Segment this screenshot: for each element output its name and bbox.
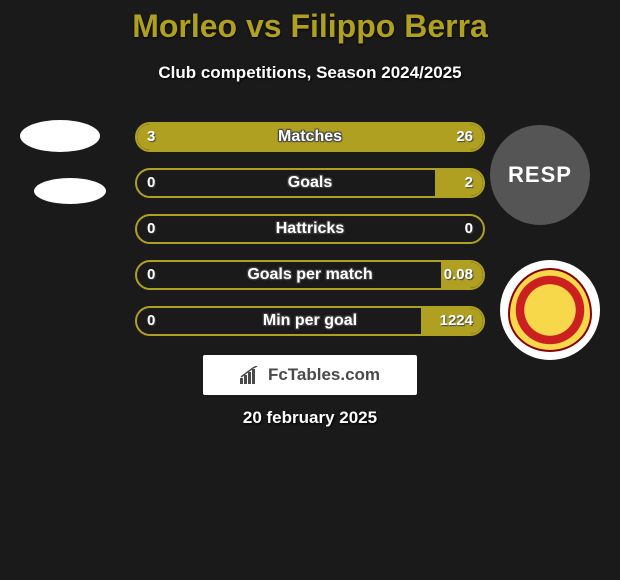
stats-bars: 326Matches 02Goals 00Hattricks 00.08Goals p… [135,122,485,352]
brand-icon [240,366,262,384]
player-right-avatar: RESP [490,125,590,225]
club-right-crest-shape [508,268,592,352]
stat-row: 02Goals [135,168,485,198]
stat-label: Min per goal [137,308,483,334]
date-text: 20 february 2025 [0,408,620,428]
page-title: Morleo vs Filippo Berra [0,0,620,45]
stat-row: 00Hattricks [135,214,485,244]
subtitle: Club competitions, Season 2024/2025 [0,63,620,83]
stat-row: 01224Min per goal [135,306,485,336]
stat-row: 00.08Goals per match [135,260,485,290]
stat-label: Matches [137,124,483,150]
brand-box: FcTables.com [203,355,417,395]
stat-label: Goals per match [137,262,483,288]
player-left-avatar [20,120,100,152]
brand-text: FcTables.com [268,365,380,385]
stat-label: Hattricks [137,216,483,242]
player-right-avatar-text: RESP [508,162,572,188]
club-right-crest [500,260,600,360]
stat-label: Goals [137,170,483,196]
stat-row: 326Matches [135,122,485,152]
club-left-crest [34,178,106,204]
